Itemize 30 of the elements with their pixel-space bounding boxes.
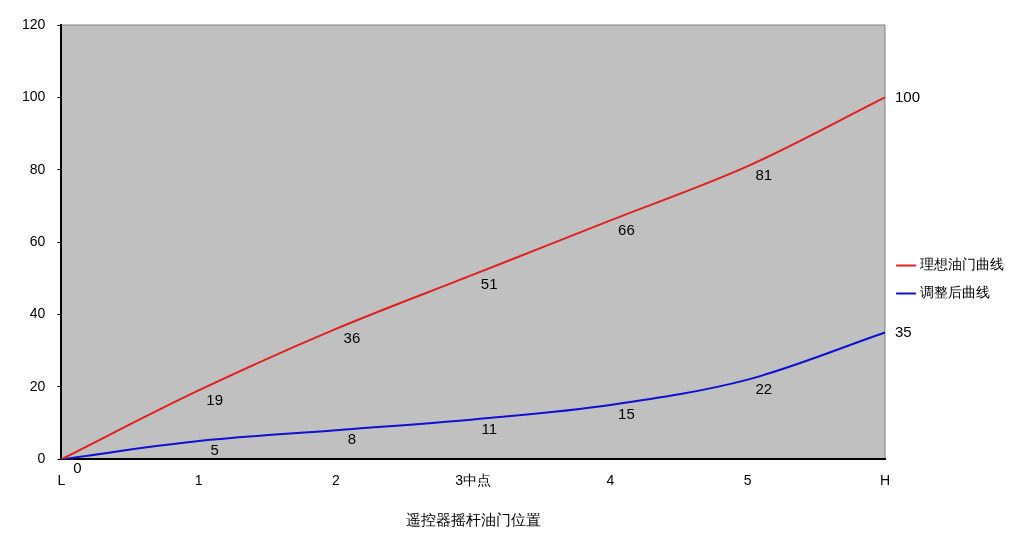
x-axis-title: 遥控器摇杆油门位置: [405, 510, 541, 529]
data-label: 0: [73, 459, 82, 477]
legend-label: 调整后曲线: [920, 284, 990, 301]
data-label: 35: [895, 322, 912, 340]
data-label: 8: [347, 430, 357, 448]
y-tick-label: 80: [29, 160, 46, 177]
y-tick-label: 120: [22, 15, 46, 32]
x-tick-label: 3中点: [455, 472, 492, 489]
data-label: 15: [618, 405, 635, 423]
y-tick-label: 20: [29, 377, 46, 394]
data-label: 36: [343, 329, 361, 347]
data-label: 66: [618, 220, 635, 238]
y-tick-label: 40: [29, 305, 46, 322]
data-label: 100: [895, 87, 921, 105]
data-label: 19: [206, 390, 223, 408]
x-tick-label: L: [57, 472, 66, 489]
data-label: 11: [481, 419, 497, 437]
x-tick-label: 2: [332, 472, 341, 489]
x-tick-label: 5: [743, 472, 752, 489]
data-label: 51: [480, 274, 498, 292]
y-tick-label: 0: [37, 450, 46, 467]
data-label: 22: [755, 379, 773, 397]
data-label: 81: [755, 166, 773, 184]
x-tick-label: 1: [194, 472, 203, 489]
x-tick-label: H: [879, 472, 891, 489]
legend-label: 理想油门曲线: [920, 256, 1004, 273]
y-tick-label: 100: [22, 88, 46, 105]
y-tick-label: 60: [29, 232, 46, 249]
data-label: 5: [210, 441, 219, 459]
x-tick-label: 4: [606, 472, 615, 489]
